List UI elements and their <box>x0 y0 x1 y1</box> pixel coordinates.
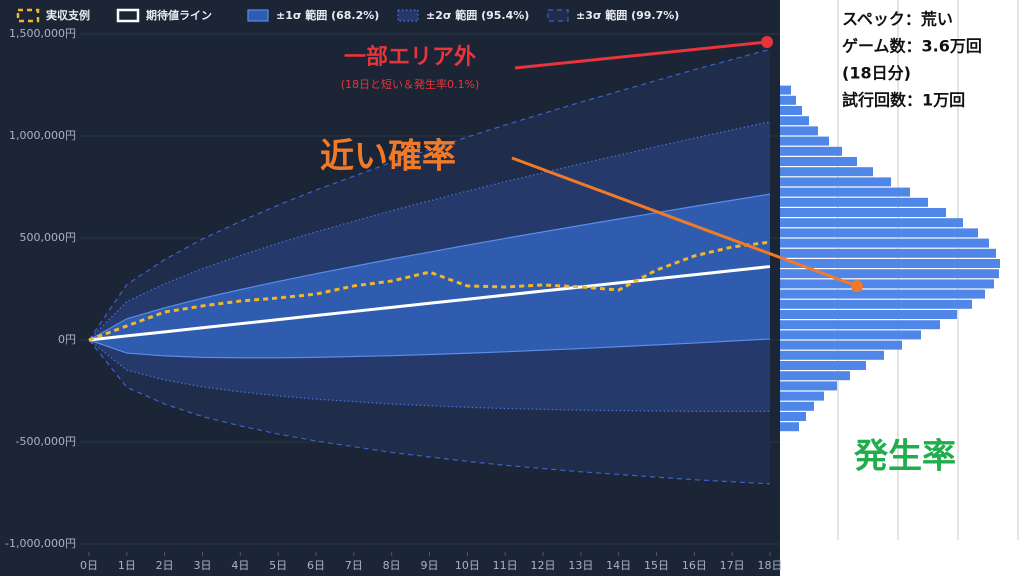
histogram-bar <box>780 391 824 401</box>
histogram-bar <box>780 412 806 421</box>
histogram-bar <box>780 340 902 350</box>
x-tick-label: 4日 <box>231 559 249 572</box>
histogram-bar <box>780 85 791 95</box>
histogram-bar <box>780 310 957 319</box>
legend-swatch <box>16 8 40 23</box>
x-tick-label: 1日 <box>118 559 136 572</box>
histogram-bar <box>780 238 989 248</box>
x-tick-label: 8日 <box>383 559 401 572</box>
annotation-dot <box>851 280 863 292</box>
legend-label: 実収支例 <box>46 8 90 22</box>
x-tick-label: 18日 <box>758 559 783 572</box>
legend-label: ±2σ 範囲 (95.4%) <box>426 8 529 22</box>
annotation: 一部エリア外 <box>344 44 476 70</box>
series-line <box>88 265 771 342</box>
band-edge <box>88 339 770 412</box>
histogram-bar <box>780 381 837 391</box>
histogram-bar <box>780 350 884 360</box>
band-area <box>89 194 770 358</box>
panel-note: (18日分) <box>842 64 911 83</box>
annotation: (18日と短い＆発生率0.1%) <box>341 77 480 91</box>
annotation-arrow <box>514 40 768 70</box>
band-edge <box>88 338 771 359</box>
histogram-bar <box>780 146 842 156</box>
panel-note: 試行回数：1万回 <box>842 91 965 110</box>
legend-label: ±3σ 範囲 (99.7%) <box>576 8 679 22</box>
x-tick-label: 3日 <box>194 559 212 572</box>
x-tick-label: 15日 <box>644 559 669 572</box>
histogram-bar <box>780 218 963 228</box>
x-tick-label: 0日 <box>80 559 98 572</box>
histogram-bar <box>780 157 857 166</box>
legend-label: 期待値ライン <box>146 8 212 22</box>
y-tick-label: -1,000,000円 <box>5 537 76 550</box>
histogram-bar <box>780 269 999 279</box>
histogram-bar <box>780 259 1000 268</box>
legend-label: ±1σ 範囲 (68.2%) <box>276 8 379 22</box>
band-edge <box>88 339 771 485</box>
histogram-bar <box>780 422 799 432</box>
histogram-bar <box>780 197 928 207</box>
x-tick-label: 13日 <box>568 559 593 572</box>
legend-swatch <box>116 8 140 23</box>
histogram-bar <box>780 279 994 289</box>
histogram-bar <box>780 361 866 370</box>
histogram-bar <box>780 248 996 258</box>
x-tick-label: 17日 <box>720 559 745 572</box>
y-tick-label: 0円 <box>58 333 76 346</box>
x-tick-label: 16日 <box>682 559 707 572</box>
band-edge <box>88 48 771 341</box>
histogram-bar <box>780 289 985 299</box>
histogram-bar <box>780 401 814 411</box>
legend-swatch <box>547 9 569 22</box>
histogram-bar <box>780 330 921 340</box>
histogram-bar <box>780 371 850 381</box>
y-tick-label: 1,500,000円 <box>9 27 76 40</box>
histogram-bar <box>780 228 978 238</box>
histogram-bar <box>780 299 972 309</box>
histogram-bar <box>780 187 910 197</box>
y-tick-label: -500,000円 <box>16 435 76 448</box>
histogram-bar <box>780 177 891 187</box>
annotation: 近い確率 <box>320 137 456 177</box>
x-tick-label: 14日 <box>606 559 631 572</box>
annotation-arrow <box>511 156 858 288</box>
histogram-bar <box>780 116 809 126</box>
panel-title: 発生率 <box>854 437 956 477</box>
series-line <box>88 240 771 342</box>
x-tick-label: 11日 <box>493 559 518 572</box>
band-edge <box>88 121 771 341</box>
annotation-dot <box>761 36 773 48</box>
x-tick-label: 5日 <box>269 559 287 572</box>
legend-swatch <box>397 9 419 22</box>
panel-note: ゲーム数：3.6万回 <box>842 37 982 56</box>
histogram-bar <box>780 95 796 105</box>
histogram-bar <box>780 106 802 115</box>
panel-note: スペック：荒い <box>842 10 953 29</box>
x-tick-label: 12日 <box>531 559 556 572</box>
legend-swatch <box>247 9 269 22</box>
x-tick-label: 10日 <box>455 559 480 572</box>
x-tick-label: 9日 <box>421 559 439 572</box>
y-tick-label: 1,000,000円 <box>9 129 76 142</box>
x-tick-label: 2日 <box>156 559 174 572</box>
histogram-bar <box>780 167 873 177</box>
histogram-bar <box>780 136 829 146</box>
x-tick-label: 7日 <box>345 559 363 572</box>
y-tick-label: 500,000円 <box>20 231 77 244</box>
histogram-bar <box>780 126 818 136</box>
histogram-bar <box>780 320 940 330</box>
histogram-bar <box>780 208 946 217</box>
x-tick-label: 6日 <box>307 559 325 572</box>
